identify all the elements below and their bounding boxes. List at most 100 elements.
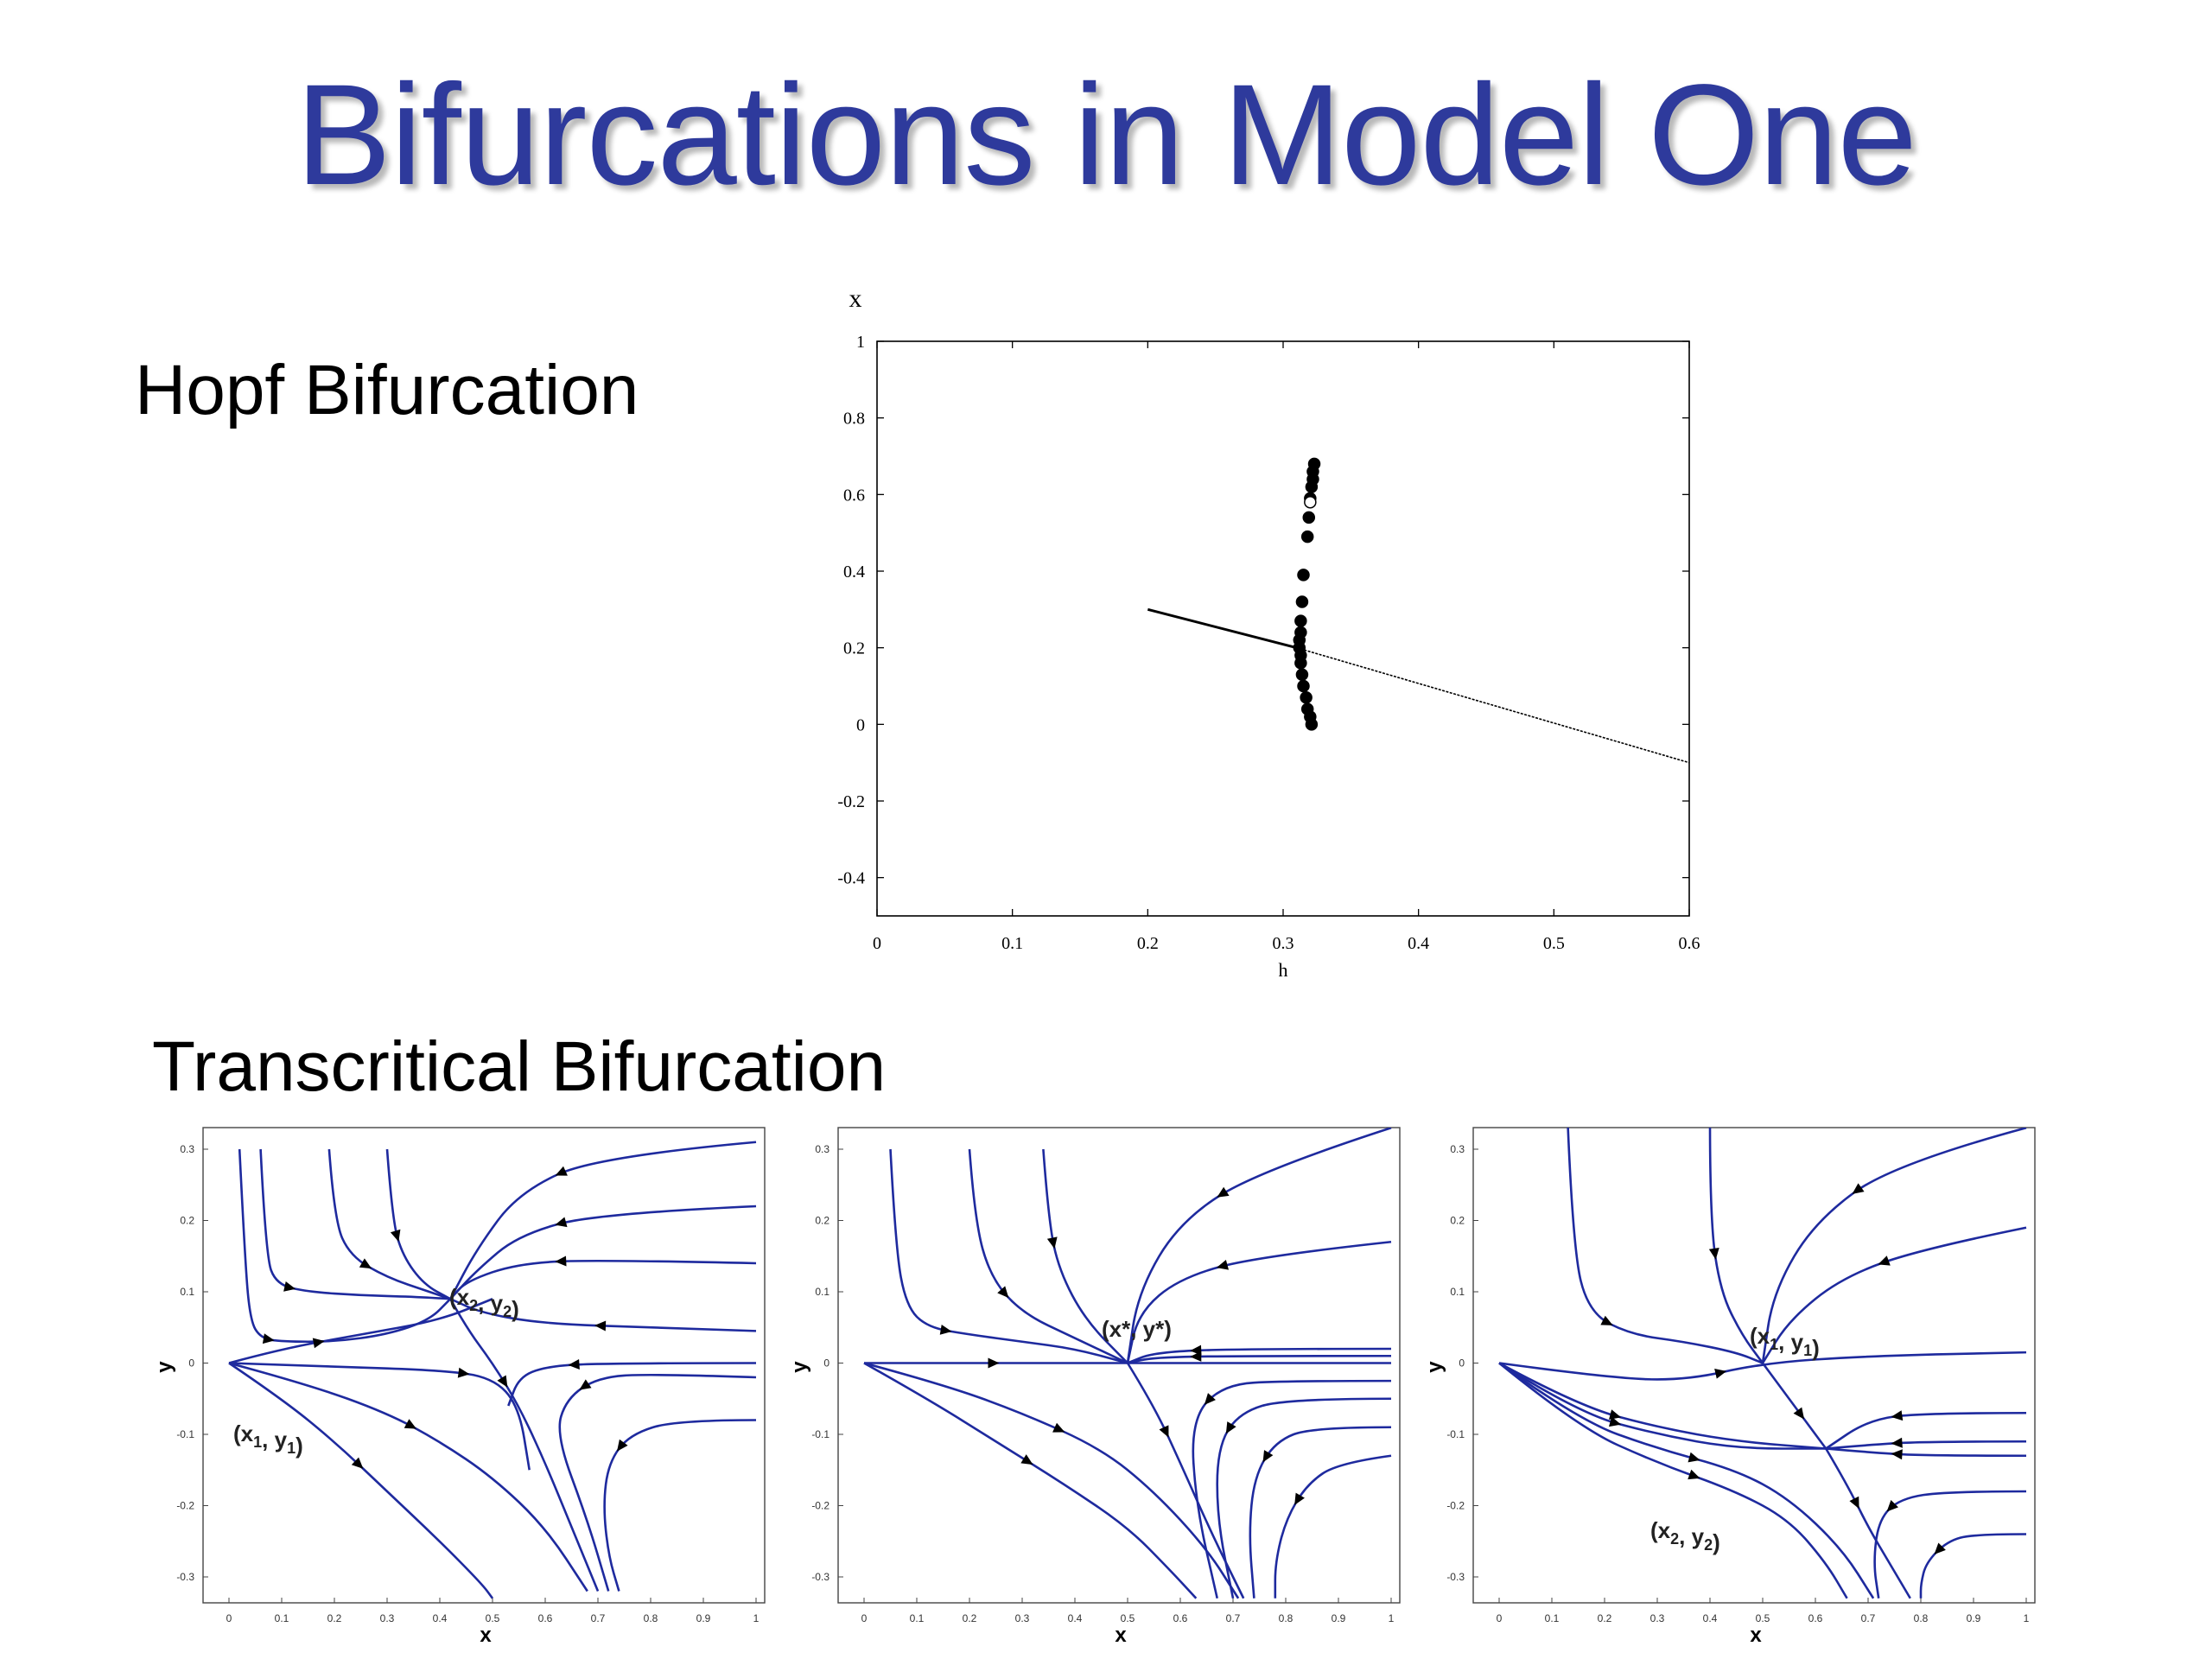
x-tick-label: 0.4: [433, 1612, 448, 1624]
y-tick-label: -0.3: [1446, 1571, 1465, 1583]
cycle-point: [1300, 530, 1314, 543]
trajectory: [1825, 1447, 1911, 1599]
y-tick-label: -0.1: [1446, 1428, 1465, 1440]
y-tick-label: -0.1: [811, 1428, 830, 1440]
trajectory: [259, 1148, 451, 1300]
y-tick-label: 1: [856, 333, 865, 352]
y-tick-label: -0.2: [837, 792, 865, 811]
x-axis-label: x: [480, 1624, 492, 1647]
y-tick-label: 0.2: [180, 1215, 194, 1227]
x-tick-label: 0.9: [1332, 1612, 1346, 1624]
trajectory: [1127, 1354, 1392, 1364]
direction-arrow: [555, 1255, 567, 1267]
hopf-bifurcation-chart: 0 0.1 0.2 0.3 0.4 0.5 0.6 1 0.8 0.6 0.4 0.2 0 -0.2 -0.…: [837, 284, 1700, 981]
cycle-point: [1294, 614, 1307, 627]
x-tick-label: 1: [2024, 1612, 2030, 1624]
direction-arrow: [404, 1419, 417, 1429]
x-tick-label: 0.1: [1001, 934, 1023, 953]
y-tick-label: 0: [823, 1357, 830, 1370]
unstable-branch: [1296, 646, 1690, 764]
y-tick-label: 0.1: [180, 1286, 194, 1298]
x-tick-label: 1: [753, 1612, 760, 1624]
direction-arrow: [1852, 1183, 1865, 1194]
x-tick-label: 0.7: [1226, 1612, 1241, 1624]
y-tick-label: -0.4: [837, 869, 865, 888]
x-tick-label: 0.2: [963, 1612, 977, 1624]
x-tick-label: 0.4: [1703, 1612, 1718, 1624]
trajectory: [1761, 1362, 1827, 1450]
trajectory: [1761, 1128, 2027, 1363]
label-subscript: 1: [1770, 1336, 1778, 1353]
equilibrium-label: (x1, y1): [1750, 1323, 1820, 1361]
direction-arrow: [359, 1258, 372, 1269]
trajectory: [1826, 1447, 2027, 1458]
label-text: ): [512, 1296, 519, 1322]
equilibrium-label: (x2, y2): [1650, 1517, 1720, 1555]
label-subscript: 2: [1670, 1530, 1679, 1548]
x-tick-label: 0.2: [327, 1612, 342, 1624]
direction-arrow: [1708, 1247, 1719, 1260]
direction-arrow: [1294, 1492, 1305, 1505]
x-tick-label: 0.4: [1068, 1612, 1083, 1624]
y-tick-label: 0.2: [1450, 1215, 1465, 1227]
direction-arrow: [1934, 1542, 1946, 1554]
x-tick-label: 0: [873, 934, 881, 953]
y-axis-label: y: [153, 1361, 176, 1373]
y-tick-label: 0.3: [815, 1143, 830, 1155]
trajectory: [1498, 1362, 1875, 1599]
label-text: (x: [1650, 1517, 1671, 1543]
trajectory: [1567, 1128, 1764, 1364]
slide-title: Bifurcations in Model One: [296, 55, 1917, 215]
x-tick-label: 0.8: [1279, 1612, 1294, 1624]
direction-arrow: [1204, 1393, 1216, 1405]
x-tick-label: 0.2: [1598, 1612, 1612, 1624]
trajectory: [228, 1362, 588, 1592]
x-tick-label: 0.1: [1545, 1612, 1560, 1624]
direction-arrow: [312, 1338, 325, 1349]
plot-frame: [837, 1127, 1401, 1604]
label-text: ): [296, 1433, 303, 1459]
label-subscript: 2: [1704, 1536, 1713, 1554]
label-subscript: 1: [287, 1440, 296, 1457]
direction-arrow: [1714, 1368, 1727, 1379]
trajectory: [449, 1298, 757, 1332]
x-axis-label: h: [1279, 959, 1288, 981]
y-tick-label: 0: [1459, 1357, 1465, 1370]
direction-arrow: [1159, 1425, 1169, 1438]
y-tick-label: 0.4: [843, 563, 865, 582]
direction-arrow: [283, 1281, 296, 1292]
x-axis-label: x: [1750, 1624, 1762, 1647]
x-tick-label: 0.5: [1121, 1612, 1135, 1624]
x-tick-label: 0.8: [1914, 1612, 1929, 1624]
y-tick-label: -0.3: [176, 1571, 194, 1583]
equilibrium-label: (x*, y*): [1102, 1316, 1172, 1342]
x-tick-label: 0.9: [1967, 1612, 1981, 1624]
cycle-point: [1297, 679, 1310, 693]
direction-arrow: [497, 1375, 508, 1388]
trajectory: [228, 1362, 531, 1471]
cycle-point: [1297, 569, 1310, 582]
direction-arrow: [1849, 1496, 1859, 1510]
x-tick-label: 0.1: [910, 1612, 925, 1624]
x-tick-label: 0: [861, 1612, 868, 1624]
y-axis-label: y: [788, 1361, 811, 1373]
x-tick-label: 0.6: [1679, 934, 1700, 953]
y-tick-label: -0.2: [1446, 1500, 1465, 1512]
cycle-point: [1295, 595, 1309, 608]
cycle-point: [1300, 691, 1313, 704]
direction-arrow: [390, 1229, 401, 1242]
trajectory: [1192, 1379, 1392, 1599]
y-tick-label: -0.1: [176, 1428, 194, 1440]
label-text: , y: [262, 1427, 287, 1452]
trajectory: [1826, 1440, 2027, 1450]
cycle-point: [1305, 480, 1319, 493]
label-text: , y: [1679, 1523, 1704, 1549]
trajectory: [385, 1148, 451, 1300]
cycle-point: [1302, 511, 1316, 524]
direction-arrow: [1608, 1416, 1622, 1427]
trajectory: [1042, 1148, 1128, 1364]
direction-arrow: [1262, 1450, 1274, 1463]
direction-arrow: [1046, 1236, 1058, 1249]
trajectory: [863, 1362, 1240, 1599]
trajectory: [1126, 1362, 1245, 1599]
